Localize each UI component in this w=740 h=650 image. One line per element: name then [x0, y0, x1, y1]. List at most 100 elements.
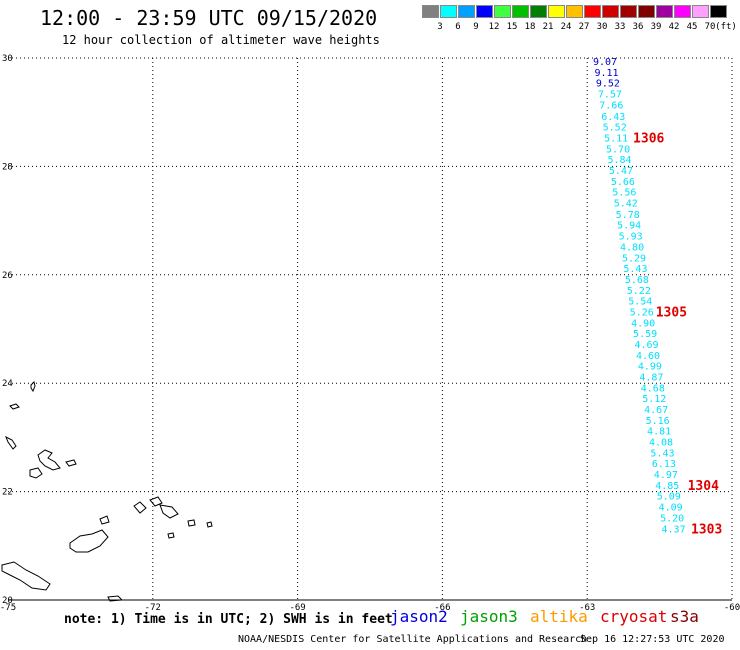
caribbean-islands: [1, 381, 213, 602]
legend-swatch: [422, 5, 439, 18]
island-outline: [29, 467, 43, 479]
legend-tick-label: 6: [455, 22, 461, 32]
legend-tick-label: 18: [524, 22, 536, 32]
credit-line: NOAA/NESDIS Center for Satellite Applica…: [238, 634, 588, 645]
swh-value: 4.81: [647, 427, 671, 438]
swh-value: 5.70: [606, 144, 630, 155]
swh-value: 9.11: [594, 68, 618, 79]
swh-value: 4.37: [662, 524, 686, 535]
swh-value: 5.16: [646, 416, 670, 427]
pass-number: 1303: [691, 522, 722, 537]
swh-value: 5.84: [607, 155, 631, 166]
swh-value: 5.78: [616, 210, 640, 221]
update-timestamp: Sep 16 12:27:53 UTC 2020: [580, 634, 725, 645]
lon-tick-label: -60: [724, 603, 740, 613]
island-outline: [159, 504, 179, 519]
swh-value: 4.85: [655, 481, 679, 492]
legend-swatch: [458, 5, 475, 18]
legend-swatch: [674, 5, 691, 18]
legend-swatch: [584, 5, 601, 18]
satellite-name: cryosat: [600, 607, 668, 626]
legend-swatch: [656, 5, 673, 18]
legend-swatch: [548, 5, 565, 18]
swh-value: 9.07: [593, 57, 617, 68]
island-outline: [1, 561, 51, 591]
lat-tick-label: 28: [2, 162, 13, 172]
swh-value: 4.99: [638, 362, 662, 373]
legend-tick-label: 3: [437, 22, 443, 32]
swh-value: 4.60: [636, 351, 660, 362]
lon-tick-label: -72: [145, 603, 161, 613]
swh-value: 5.94: [617, 221, 641, 232]
legend-swatch: [620, 5, 637, 18]
lon-tick-label: -69: [289, 603, 305, 613]
swh-value: 5.56: [612, 188, 636, 199]
swh-value: 4.87: [639, 372, 663, 383]
swh-value: 5.09: [657, 492, 681, 503]
legend-swatch: [602, 5, 619, 18]
lat-tick-label: 22: [2, 488, 13, 498]
pass-number: 1305: [656, 305, 687, 320]
legend-tick-label: 42: [668, 22, 680, 32]
legend-tick-label: 12: [488, 22, 500, 32]
chart-subtitle: 12 hour collection of altimeter wave hei…: [62, 33, 380, 47]
legend-tick-label: 36: [632, 22, 644, 32]
legend-tick-label: 27: [578, 22, 590, 32]
swh-value: 4.68: [641, 383, 665, 394]
legend-tick-label: 70: [704, 22, 716, 32]
island-outline: [37, 449, 61, 471]
island-outline: [133, 501, 147, 514]
island-outline: [9, 403, 20, 410]
lat-tick-label: 20: [2, 596, 13, 606]
swh-value: 5.12: [642, 394, 666, 405]
legend-swatch: [530, 5, 547, 18]
legend-tick-label: 15: [506, 22, 518, 32]
swh-value: 5.42: [614, 199, 638, 210]
legend-tick-label: 24: [560, 22, 572, 32]
pass-number: 1306: [633, 131, 664, 146]
swh-value: 5.93: [619, 232, 643, 243]
legend-swatch: [638, 5, 655, 18]
swh-value: 5.54: [628, 297, 652, 308]
island-outline: [206, 521, 213, 528]
swh-value: 5.47: [609, 166, 633, 177]
swh-value: 4.90: [631, 318, 655, 329]
island-outline: [187, 519, 196, 527]
swh-value: 5.52: [603, 123, 627, 134]
swh-value: 4.67: [644, 405, 668, 416]
legend-swatch: [512, 5, 529, 18]
axis-labels: -75 -72 -69 -66 -63 -60 30 28 26 24 22 20: [0, 54, 740, 613]
lat-tick-label: 26: [2, 271, 13, 281]
island-outline: [167, 532, 175, 539]
legend-tick-label: 9: [473, 22, 479, 32]
satellite-name: s3a: [670, 607, 699, 626]
island-outline: [99, 515, 110, 525]
island-outline: [149, 496, 163, 507]
swh-value: 6.43: [601, 112, 625, 123]
island-outline: [69, 529, 109, 553]
swh-value: 4.09: [659, 503, 683, 514]
swh-value: 9.52: [596, 79, 620, 90]
legend-swatch: [494, 5, 511, 18]
legend-swatch: [710, 5, 727, 18]
pass-labels: 1306 1305 1304 1303: [633, 131, 722, 537]
legend-tick-label: 45: [686, 22, 698, 32]
legend-swatch: [692, 5, 709, 18]
lat-tick-label: 30: [2, 54, 13, 64]
swh-value: 5.66: [611, 177, 635, 188]
satellite-name: jason2: [390, 607, 448, 626]
swh-value: 5.43: [623, 264, 647, 275]
satellite-name: altika: [530, 607, 588, 626]
swh-value: 5.11: [604, 133, 628, 144]
legend-swatch: [476, 5, 493, 18]
swh-value: 7.66: [599, 100, 623, 111]
chart-title: 12:00 - 23:59 UTC 09/15/2020: [40, 6, 378, 30]
lat-lon-grid: [8, 57, 733, 601]
legend-tick-label: 33: [614, 22, 626, 32]
swh-value: 5.68: [625, 275, 649, 286]
lon-tick-label: -63: [579, 603, 595, 613]
swh-value: 5.29: [622, 253, 646, 264]
swh-value: 4.97: [654, 470, 678, 481]
legend-swatch: [440, 5, 457, 18]
